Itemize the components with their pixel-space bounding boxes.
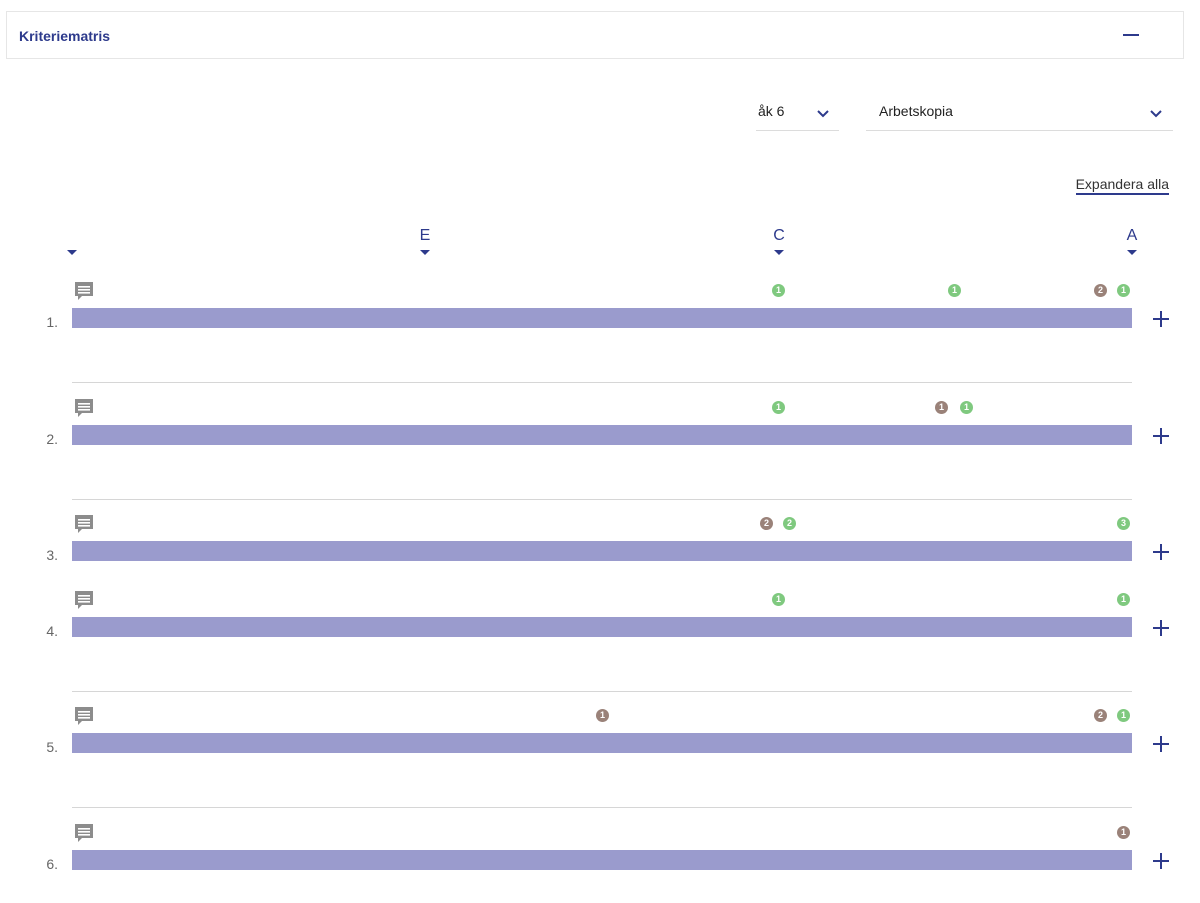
criteria-bar[interactable] <box>72 617 1132 637</box>
add-icon[interactable] <box>1152 310 1170 328</box>
comment-icon[interactable] <box>74 823 94 843</box>
panel-title: Kriteriematris <box>19 28 111 44</box>
grade-header-label: A <box>1126 227 1138 244</box>
comment-icon[interactable] <box>74 590 94 610</box>
panel-header: Kriteriematris <box>6 11 1184 59</box>
row-divider <box>72 807 1132 808</box>
row-divider <box>72 499 1132 500</box>
caret-down-icon <box>774 250 784 255</box>
count-badge[interactable]: 1 <box>772 284 785 297</box>
criteria-bar[interactable] <box>72 733 1132 753</box>
row-divider <box>72 382 1132 383</box>
count-badge[interactable]: 1 <box>935 401 948 414</box>
row-number: 2. <box>46 431 58 447</box>
count-badge[interactable]: 1 <box>772 401 785 414</box>
add-icon[interactable] <box>1152 427 1170 445</box>
comment-icon[interactable] <box>74 706 94 726</box>
chevron-down-icon <box>1150 110 1162 118</box>
add-icon[interactable] <box>1152 543 1170 561</box>
count-badge[interactable]: 2 <box>1094 709 1107 722</box>
caret-down-icon <box>1127 250 1137 255</box>
count-badge[interactable]: 1 <box>1117 284 1130 297</box>
count-badge[interactable]: 3 <box>1117 517 1130 530</box>
count-badge[interactable]: 1 <box>1117 826 1130 839</box>
copy-select-value: Arbetskopia <box>879 103 953 119</box>
grade-select[interactable]: åk 6 <box>756 98 839 131</box>
comment-icon[interactable] <box>74 398 94 418</box>
add-icon[interactable] <box>1152 735 1170 753</box>
row-number: 1. <box>46 314 58 330</box>
copy-select[interactable]: Arbetskopia <box>866 98 1173 131</box>
count-badge[interactable]: 1 <box>960 401 973 414</box>
caret-down-icon <box>420 250 430 255</box>
count-badge[interactable]: 2 <box>1094 284 1107 297</box>
count-badge[interactable]: 1 <box>948 284 961 297</box>
row-number: 5. <box>46 739 58 755</box>
comment-icon[interactable] <box>74 514 94 534</box>
grade-header-start[interactable] <box>57 227 87 255</box>
grade-header-c[interactable]: C <box>764 227 794 255</box>
criteria-bar[interactable] <box>72 308 1132 328</box>
grade-header-label: E <box>419 227 431 244</box>
comment-icon[interactable] <box>74 281 94 301</box>
grade-header-a[interactable]: A <box>1117 227 1147 255</box>
caret-down-icon <box>67 250 77 255</box>
row-number: 4. <box>46 623 58 639</box>
expand-all-link[interactable]: Expandera alla <box>1075 176 1169 195</box>
collapse-button[interactable] <box>1123 34 1139 36</box>
grade-header-label <box>57 227 87 247</box>
grade-header-e[interactable]: E <box>410 227 440 255</box>
count-badge[interactable]: 1 <box>1117 709 1130 722</box>
count-badge[interactable]: 2 <box>760 517 773 530</box>
row-number: 6. <box>46 856 58 872</box>
count-badge[interactable]: 1 <box>596 709 609 722</box>
count-badge[interactable]: 2 <box>783 517 796 530</box>
criteria-bar[interactable] <box>72 850 1132 870</box>
chevron-down-icon <box>817 110 829 118</box>
grade-select-value: åk 6 <box>758 103 785 119</box>
criteria-bar[interactable] <box>72 541 1132 561</box>
add-icon[interactable] <box>1152 619 1170 637</box>
row-number: 3. <box>46 547 58 563</box>
row-divider <box>72 691 1132 692</box>
criteria-bar[interactable] <box>72 425 1132 445</box>
grade-header-label: C <box>773 227 785 244</box>
count-badge[interactable]: 1 <box>772 593 785 606</box>
add-icon[interactable] <box>1152 852 1170 870</box>
count-badge[interactable]: 1 <box>1117 593 1130 606</box>
